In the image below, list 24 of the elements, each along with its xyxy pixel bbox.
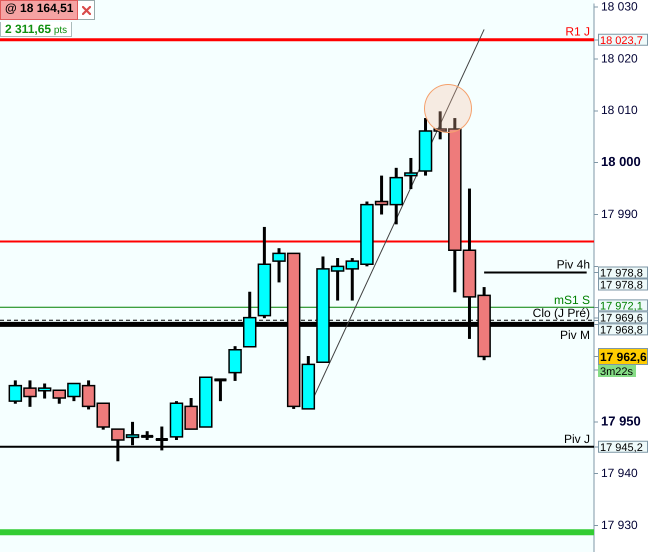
- annotation: 2 311,65 pts: [5, 22, 68, 36]
- y-tick-label: 17 950: [601, 413, 641, 428]
- y-tick-label: 17 940: [601, 466, 638, 480]
- text: 3m22s: [600, 366, 634, 378]
- y-tick-label: 17 968,8: [600, 324, 643, 336]
- ref-line-label: R1 J: [565, 24, 590, 38]
- y-tick-label: 17 990: [601, 206, 638, 221]
- ref-line-label: Piv J: [564, 432, 590, 446]
- annotation: @ 18 164,51: [0, 0, 78, 20]
- y-tick-label: 17 978,8: [600, 268, 643, 280]
- ref-line-label: Clo (J Pré): [532, 306, 590, 320]
- y-tick-label: 18 030: [601, 0, 638, 14]
- y-tick-label: 17 972,1: [600, 300, 643, 312]
- y-tick-label: 17 930: [601, 518, 638, 532]
- y-tick-label: 18 010: [601, 103, 638, 118]
- ref-line-label: Piv M: [560, 328, 590, 342]
- y-tick-label: 17 969,6: [600, 312, 643, 324]
- y-tick-label: 17 962,6: [600, 350, 648, 364]
- y-tick-label: 18 023,7: [600, 34, 643, 47]
- ref-line-label: mS1 S: [554, 292, 590, 307]
- y-tick-label: 17 945,2: [600, 442, 643, 454]
- y-tick-label: 18 020: [601, 51, 638, 66]
- y-tick-label: 18 000: [601, 154, 641, 170]
- series-label: Piv 4h: [556, 258, 590, 272]
